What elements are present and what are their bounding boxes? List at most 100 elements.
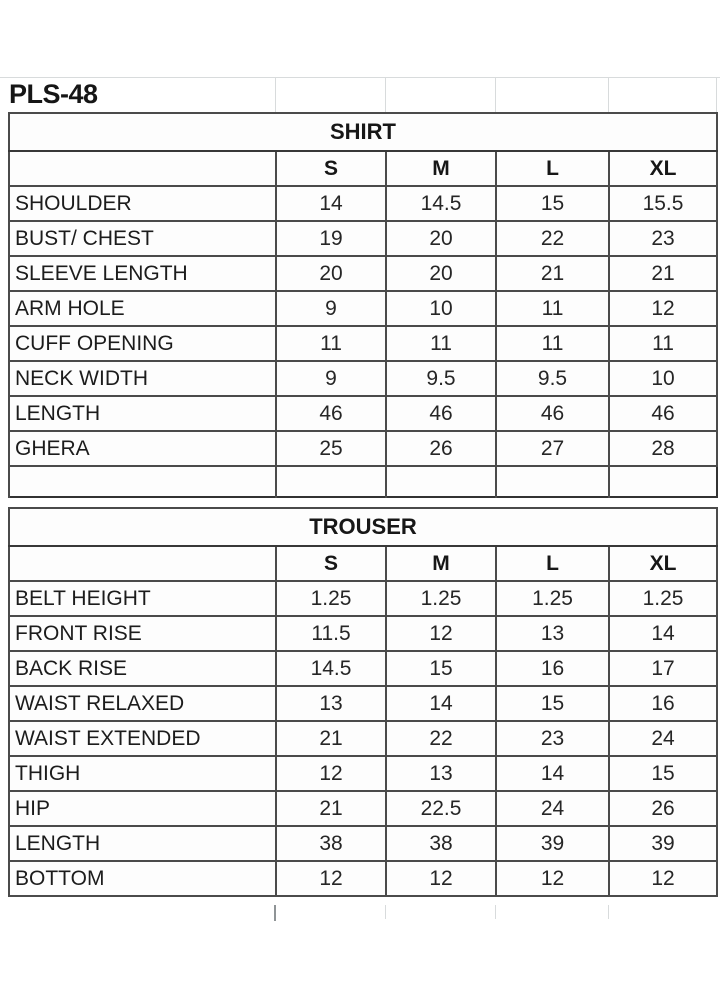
measurement-value: 23 [495,720,610,757]
measurement-label: WAIST EXTENDED [8,720,277,757]
measurement-value: 46 [608,395,718,432]
measurement-value: 16 [608,685,718,722]
measurement-value: 16 [495,650,610,687]
measurement-label: BELT HEIGHT [8,580,277,617]
measurement-label: ARM HOLE [8,290,277,327]
measurement-row: BOTTOM 12 12 12 12 [8,860,718,897]
measurement-value: 12 [275,755,387,792]
measurement-value: 11 [385,325,497,362]
measurement-value: 14 [608,615,718,652]
style-code-title: PLS-48 [9,79,98,109]
measurement-value: 12 [385,615,497,652]
measurement-row: WAIST RELAXED 13 14 15 16 [8,685,718,722]
measurement-label: HIP [8,790,277,827]
measurement-label: THIGH [8,755,277,792]
measurement-value: 22.5 [385,790,497,827]
trouser-section-header-row: TROUSER [8,507,718,547]
measurement-value: 12 [385,860,497,897]
measurement-value: 1.25 [495,580,610,617]
measurement-row: BUST/ CHEST 19 20 22 23 [8,220,718,257]
measurement-value: 22 [495,220,610,257]
measurement-value: 14 [495,755,610,792]
measurement-value: 11 [608,325,718,362]
spreadsheet-gridline [495,905,496,919]
measurement-value: 15.5 [608,185,718,222]
measurement-row: HIP 21 22.5 24 26 [8,790,718,827]
spreadsheet-gridline [608,77,609,112]
measurement-value: 19 [275,220,387,257]
measurement-row: SLEEVE LENGTH 20 20 21 21 [8,255,718,292]
measurement-value: 1.25 [275,580,387,617]
measurement-label: SLEEVE LENGTH [8,255,277,292]
measurement-row: NECK WIDTH 9 9.5 9.5 10 [8,360,718,397]
trouser-size-header-row: S M L XL [8,545,718,582]
measurement-value: 15 [495,685,610,722]
measurement-value: 13 [275,685,387,722]
measurement-row: CUFF OPENING 11 11 11 11 [8,325,718,362]
measurement-value: 21 [608,255,718,292]
measurement-row: WAIST EXTENDED 21 22 23 24 [8,720,718,757]
measurement-value: 21 [275,790,387,827]
measurement-label: BUST/ CHEST [8,220,277,257]
measurement-label: BACK RISE [8,650,277,687]
measurement-value: 15 [495,185,610,222]
measurement-value: 26 [608,790,718,827]
measurement-value: 15 [608,755,718,792]
measurement-value: 20 [385,255,497,292]
measurement-value: 9 [275,360,387,397]
measurement-value: 27 [495,430,610,467]
shirt-size-table: SHIRT S M L XL SHOULDER 14 14.5 15 15.5 BUST/… [8,112,718,498]
shirt-section-header-row: SHIRT [8,112,718,152]
measurement-value: 46 [275,395,387,432]
measurement-value: 14 [275,185,387,222]
measurement-value: 9.5 [495,360,610,397]
size-header-s: S [275,150,387,187]
measurement-value: 46 [385,395,497,432]
measurement-value: 15 [385,650,497,687]
measurement-column-header [8,150,277,187]
measurement-value: 12 [608,860,718,897]
size-header-xl: XL [608,150,718,187]
measurement-value: 14 [385,685,497,722]
measurement-value: 11.5 [275,615,387,652]
trouser-size-table: TROUSER S M L XL BELT HEIGHT 1.25 1.25 1.25… [8,507,718,897]
measurement-row: BELT HEIGHT 1.25 1.25 1.25 1.25 [8,580,718,617]
measurement-row: ARM HOLE 9 10 11 12 [8,290,718,327]
empty-spacer-row [8,465,718,497]
spreadsheet-gridline [275,77,276,112]
measurement-value: 24 [495,790,610,827]
measurement-value: 17 [608,650,718,687]
measurement-label: FRONT RISE [8,615,277,652]
measurement-value: 38 [275,825,387,862]
measurement-value: 20 [275,255,387,292]
measurement-label: NECK WIDTH [8,360,277,397]
spreadsheet-gridline [608,905,609,919]
measurement-value: 39 [608,825,718,862]
spreadsheet-gridline [0,77,720,78]
measurement-value: 11 [495,325,610,362]
measurement-row: BACK RISE 14.5 15 16 17 [8,650,718,687]
spreadsheet-gridline [274,905,276,921]
size-header-m: M [385,150,497,187]
measurement-value: 14.5 [275,650,387,687]
measurement-column-header [8,545,277,582]
measurement-value: 21 [495,255,610,292]
measurement-value: 12 [608,290,718,327]
shirt-section-title: SHIRT [8,112,718,152]
measurement-row: GHERA 25 26 27 28 [8,430,718,467]
spreadsheet-gridline [716,77,717,112]
measurement-value: 25 [275,430,387,467]
measurement-label: WAIST RELAXED [8,685,277,722]
measurement-value: 13 [385,755,497,792]
size-header-l: L [495,150,610,187]
measurement-value: 23 [608,220,718,257]
measurement-value: 26 [385,430,497,467]
measurement-value: 1.25 [608,580,718,617]
measurement-value: 11 [275,325,387,362]
spreadsheet-gridline [385,77,386,112]
size-header-l: L [495,545,610,582]
spreadsheet-gridline [495,77,496,112]
measurement-value: 10 [608,360,718,397]
trouser-section-title: TROUSER [8,507,718,547]
